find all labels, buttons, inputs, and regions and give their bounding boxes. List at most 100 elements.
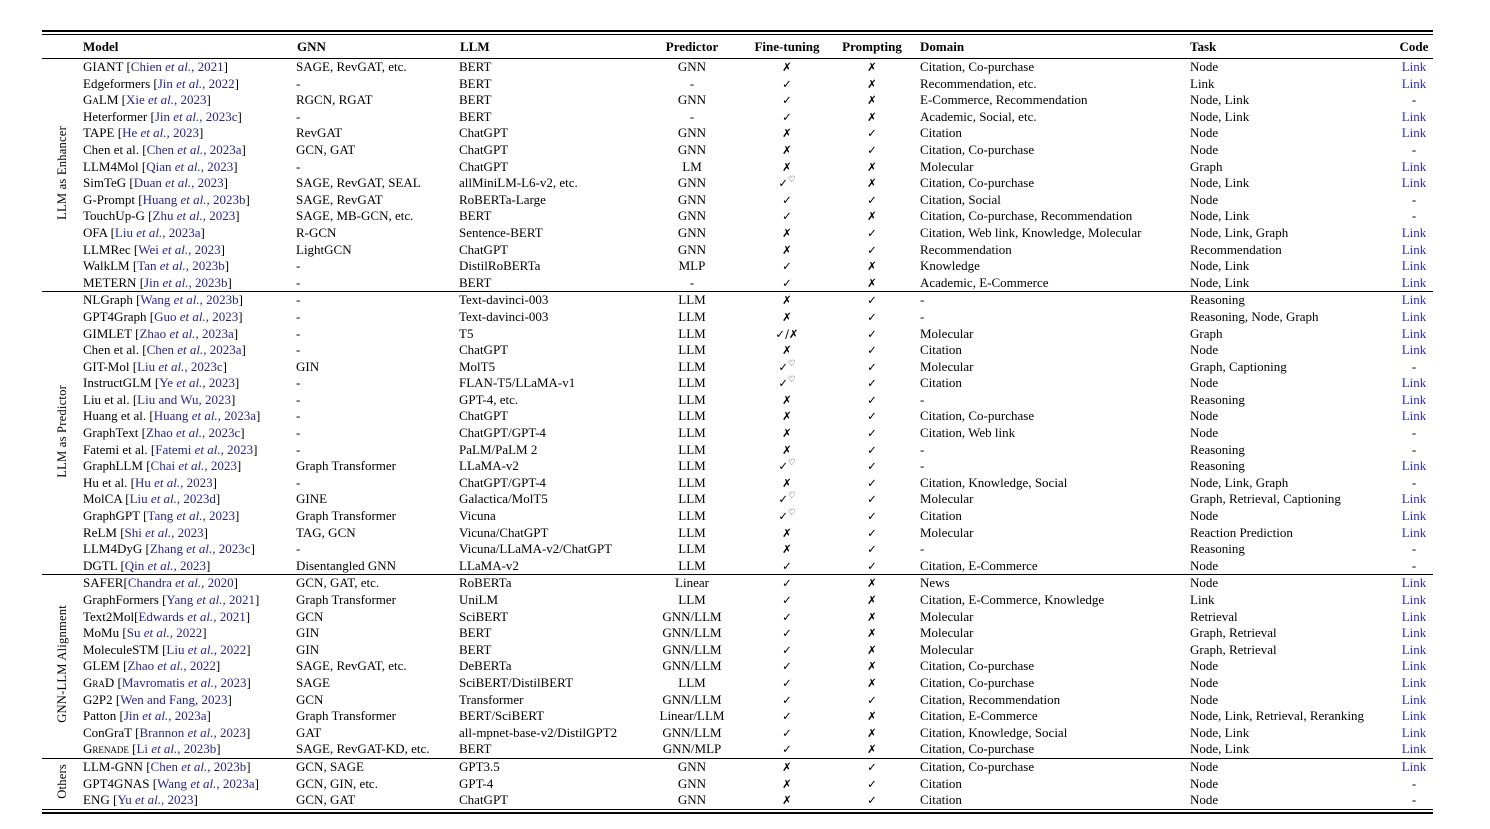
- citation-link[interactable]: Jin et al., 2022: [157, 75, 235, 91]
- citation-link[interactable]: Qin et al., 2023: [124, 557, 207, 573]
- cell-llm: Text-davinci-003: [459, 292, 549, 308]
- citation-link[interactable]: Zhu et al., 2023: [152, 208, 236, 224]
- citation-link[interactable]: Tan et al., 2023b: [137, 258, 225, 274]
- col-header-llm: LLM: [460, 38, 490, 54]
- citation-link[interactable]: Huang et al., 2023a: [153, 408, 256, 424]
- cell-prompting: ✗: [830, 675, 914, 692]
- citation-link[interactable]: Huang et al., 2023b: [142, 191, 246, 207]
- citation-link[interactable]: Wen and Fang, 2023: [120, 691, 228, 707]
- code-link[interactable]: Link: [1401, 592, 1427, 607]
- code-link[interactable]: Link: [1401, 658, 1427, 674]
- cell-fine-tuning: ✗: [744, 142, 830, 159]
- citation-link[interactable]: Chen et al., 2023a: [146, 342, 242, 358]
- citation-link[interactable]: Jin et al., 2023c: [154, 108, 238, 124]
- code-link[interactable]: Link: [1401, 108, 1427, 124]
- citation-link[interactable]: Brannon et al., 2023: [139, 724, 246, 740]
- code-link[interactable]: Link: [1401, 641, 1427, 657]
- code-link[interactable]: Link: [1401, 575, 1427, 591]
- model-name: WalkLM: [83, 258, 130, 274]
- code-link[interactable]: Link: [1401, 75, 1427, 91]
- citation-link[interactable]: Tang et al., 2023: [147, 508, 235, 524]
- check-icon: ✓: [782, 76, 792, 91]
- code-link[interactable]: Link: [1401, 292, 1427, 308]
- cell-fine-tuning: ✗: [744, 442, 830, 459]
- code-link[interactable]: Link: [1401, 724, 1427, 740]
- cell-domain: Citation, Co-purchase: [920, 59, 1035, 74]
- citation-link[interactable]: He et al., 2023: [122, 125, 199, 141]
- cell-gnn: GINE: [296, 491, 328, 507]
- code-link[interactable]: Link: [1401, 391, 1427, 407]
- code-link[interactable]: Link: [1401, 508, 1427, 524]
- code-link[interactable]: Link: [1401, 342, 1427, 358]
- code-link[interactable]: Link: [1401, 741, 1427, 757]
- citation-link[interactable]: Li et al., 2023b: [136, 741, 217, 757]
- code-link[interactable]: Link: [1401, 674, 1427, 690]
- code-link[interactable]: Link: [1401, 224, 1427, 240]
- citation-link[interactable]: Zhao et al., 2023a: [139, 325, 234, 341]
- cell-fine-tuning: ✓: [744, 658, 830, 675]
- citation-link[interactable]: Ye et al., 2023: [159, 375, 235, 391]
- citation-link[interactable]: Chien et al., 2021: [130, 59, 224, 74]
- code-link[interactable]: Link: [1401, 608, 1427, 624]
- cell-prompting: ✗: [830, 609, 914, 626]
- citation-link[interactable]: Su et al., 2022: [126, 625, 203, 641]
- citation-link[interactable]: Edwards et al., 2021: [138, 608, 246, 624]
- citation-link[interactable]: Wei et al., 2023: [138, 241, 221, 257]
- cell-llm: LLaMA-v2: [459, 458, 519, 474]
- code-link[interactable]: Link: [1401, 158, 1427, 174]
- code-link[interactable]: Link: [1401, 308, 1427, 324]
- code-link[interactable]: Link: [1401, 708, 1427, 724]
- citation-link[interactable]: Yang et al., 2021: [166, 592, 256, 607]
- citation-link[interactable]: Qian et al., 2023: [146, 158, 234, 174]
- citation-link[interactable]: Fatemi et al., 2023: [155, 441, 254, 457]
- citation-link[interactable]: Mavromatis et al., 2023: [121, 674, 247, 690]
- citation-link[interactable]: Chandra et al., 2020: [127, 575, 234, 591]
- citation-link[interactable]: Chai et al., 2023: [150, 458, 237, 474]
- group-cell-llm-as-predictor: LLM as Predictor: [42, 292, 82, 575]
- check-icon: ✓: [867, 492, 877, 507]
- cell-prompting: ✓: [830, 326, 914, 343]
- code-link[interactable]: Link: [1401, 325, 1427, 341]
- citation-link[interactable]: Liu et al., 2023d: [129, 491, 216, 507]
- group-label-others: Others: [54, 764, 69, 799]
- citation-link[interactable]: Chen et al., 2023b: [150, 758, 247, 774]
- code-link[interactable]: Link: [1401, 175, 1427, 191]
- citation-link[interactable]: Duan et al., 2023: [133, 175, 224, 191]
- citation-link[interactable]: Zhao et al., 2023c: [146, 425, 241, 441]
- code-link[interactable]: Link: [1401, 491, 1427, 507]
- check-icon: ✓: [867, 126, 877, 141]
- bracket: ]: [240, 425, 245, 441]
- code-link[interactable]: Link: [1401, 59, 1427, 74]
- citation-link[interactable]: Wang et al., 2023a: [157, 775, 255, 791]
- code-link[interactable]: Link: [1401, 758, 1427, 774]
- code-link[interactable]: Link: [1401, 524, 1427, 540]
- citation-link[interactable]: Xie et al., 2023: [125, 92, 207, 108]
- citation-link[interactable]: Wang et al., 2023b: [140, 292, 239, 308]
- code-link[interactable]: Link: [1401, 458, 1427, 474]
- citation-link[interactable]: Chen et al., 2023a: [146, 141, 242, 157]
- code-link[interactable]: Link: [1401, 408, 1427, 424]
- code-link[interactable]: Link: [1401, 625, 1427, 641]
- citation-link[interactable]: Zhang et al., 2023c: [149, 541, 251, 557]
- citation-link[interactable]: Guo et al., 2023: [154, 308, 239, 324]
- code-link[interactable]: Link: [1401, 125, 1427, 141]
- code-link[interactable]: Link: [1401, 241, 1427, 257]
- citation-link[interactable]: Shi et al., 2023: [124, 524, 204, 540]
- citation-link[interactable]: Liu et al., 2023c: [137, 358, 223, 374]
- citation-link[interactable]: Zhao et al., 2022: [127, 658, 216, 674]
- code-link[interactable]: Link: [1401, 258, 1427, 274]
- citation-link[interactable]: Liu and Wu, 2023: [137, 391, 232, 407]
- citation-link[interactable]: Jin et al., 2023b: [144, 274, 228, 290]
- citation-link[interactable]: Yu et al., 2023: [117, 792, 194, 808]
- citation-link[interactable]: Liu et al., 2022: [166, 641, 247, 657]
- code-link[interactable]: Link: [1401, 375, 1427, 391]
- citation-link[interactable]: Hu et al., 2023: [135, 474, 213, 490]
- cell-task: Reasoning: [1190, 441, 1245, 457]
- citation-link[interactable]: Jin et al., 2023a: [123, 708, 207, 724]
- cell-prompting: ✓: [830, 392, 914, 409]
- cross-icon: ✗: [782, 759, 792, 774]
- citation-link[interactable]: Liu et al., 2023a: [114, 224, 201, 240]
- code-link[interactable]: Link: [1401, 691, 1427, 707]
- cell-model: GraphGPT [Tang et al., 2023]: [82, 508, 296, 525]
- code-link[interactable]: Link: [1401, 274, 1427, 290]
